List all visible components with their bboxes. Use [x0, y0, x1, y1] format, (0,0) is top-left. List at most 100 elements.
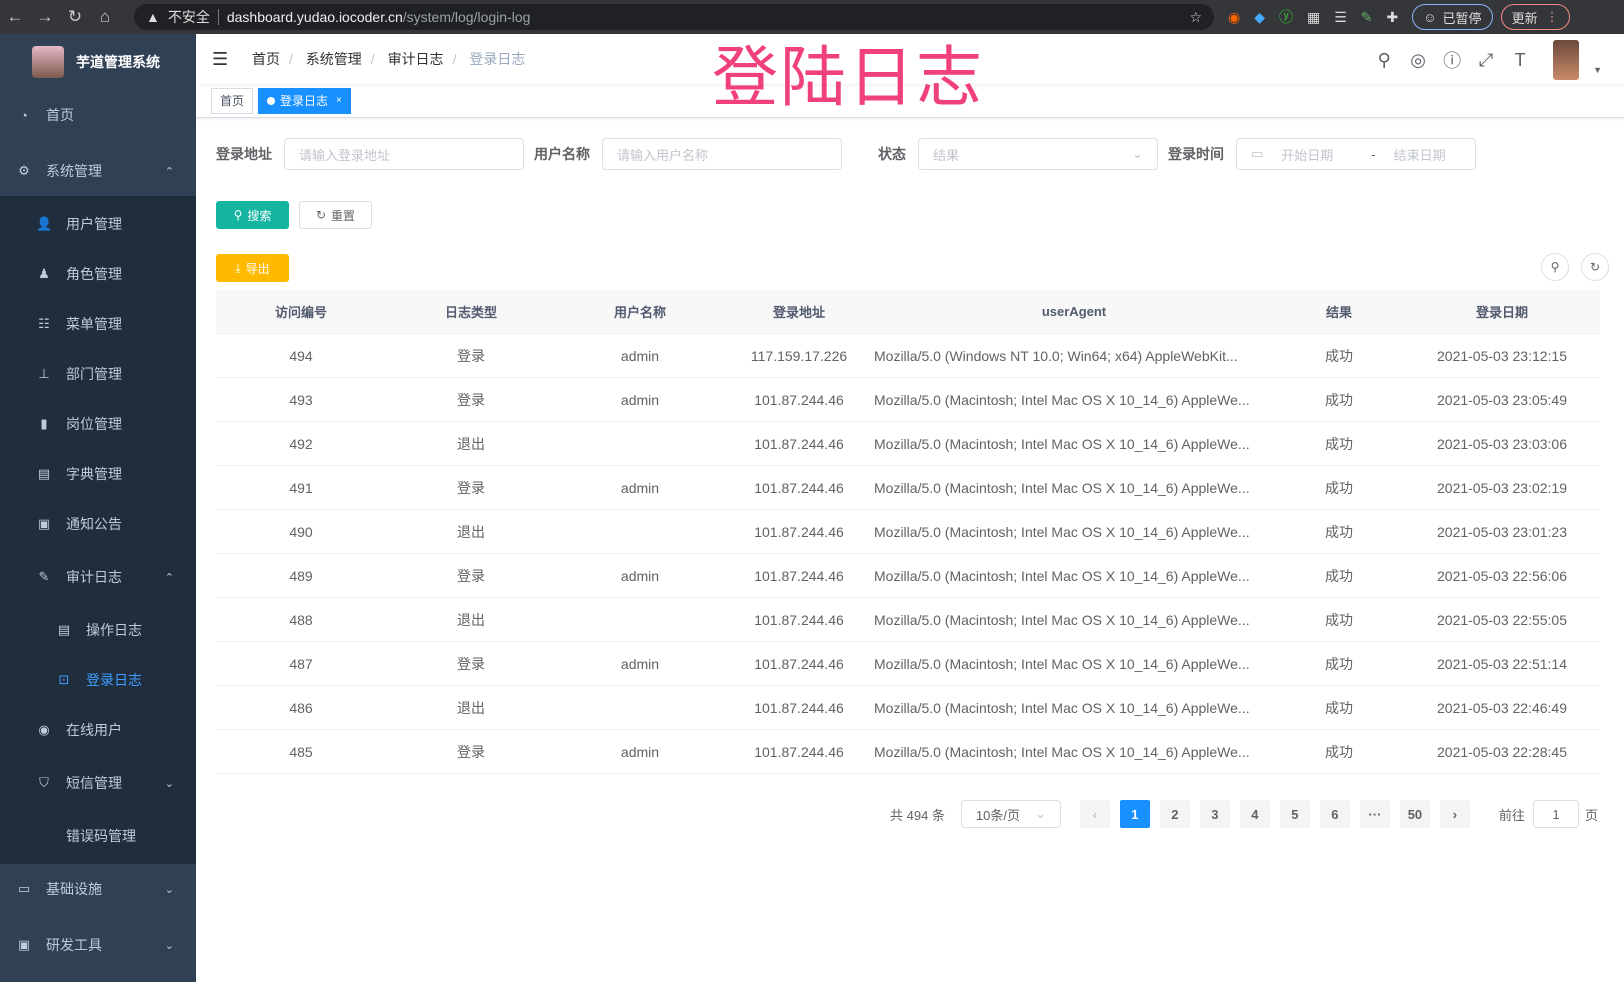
forward-icon[interactable]: →	[36, 7, 54, 26]
tag-home[interactable]: 首页	[211, 87, 254, 114]
url-path: /system/log/login-log	[402, 9, 531, 25]
breadcrumb-item[interactable]: 系统管理	[305, 51, 362, 67]
page-button[interactable]: 2	[1159, 800, 1190, 828]
table-row[interactable]: 490 退出 101.87.244.46 Mozilla/5.0 (Macintosh…	[216, 510, 1600, 554]
extension-icon[interactable]: ◉	[1228, 8, 1241, 25]
sidebar-item[interactable]: ⛉ 短信管理 ⌄	[0, 758, 196, 808]
login-addr-input[interactable]: 请输入登录地址	[284, 138, 524, 170]
page-button[interactable]: 4	[1239, 800, 1270, 828]
sidebar-item[interactable]: ◔ 首页	[0, 90, 196, 140]
sidebar-item[interactable]: ✎ 审计日志 ⌃	[0, 552, 196, 602]
extension-icon[interactable]: ✎	[1360, 8, 1373, 25]
column-header[interactable]: 结果	[1325, 305, 1352, 320]
page-button[interactable]: 3	[1199, 800, 1230, 828]
avatar[interactable]	[1553, 40, 1580, 80]
sidebar-item[interactable]: 👤 用户管理	[0, 199, 196, 249]
breadcrumb-item[interactable]: 首页	[252, 51, 280, 67]
table-cell: 2021-05-03 23:12:15	[1437, 347, 1567, 364]
sidebar-item[interactable]: ▭ 基础设施 ⌄	[0, 864, 196, 914]
search-button[interactable]: ⚲ 搜索	[216, 201, 289, 229]
sidebar-item[interactable]: 错误码管理	[0, 811, 196, 861]
sidebar-item[interactable]: ▤ 操作日志	[0, 605, 196, 655]
update-button[interactable]: 更新 ⋮	[1500, 4, 1570, 30]
page-button[interactable]: 50	[1399, 800, 1430, 828]
sidebar-item[interactable]: ▮ 岗位管理	[0, 399, 196, 449]
reload-icon[interactable]: ↻	[67, 7, 83, 26]
toggle-search-button[interactable]: ⚲	[1541, 253, 1569, 281]
sidebar-item-label: 研发工具	[46, 937, 102, 953]
sidebar-item[interactable]: ♟ 角色管理	[0, 249, 196, 299]
sidebar-item-label: 短信管理	[66, 775, 122, 791]
column-header[interactable]: 访问编号	[274, 305, 327, 320]
goto-page-input[interactable]: 1	[1532, 800, 1579, 828]
page-button[interactable]: ···	[1359, 800, 1390, 828]
sidebar-item[interactable]: ▣ 通知公告	[0, 499, 196, 549]
table-row[interactable]: 494 登录 admin 117.159.17.226 Mozilla/5.0 (Win…	[216, 334, 1600, 378]
table-cell: 101.87.244.46	[754, 523, 844, 540]
column-header[interactable]: 日志类型	[444, 305, 497, 320]
fullscreen-icon[interactable]: ⤢	[1478, 49, 1494, 70]
prev-page-button[interactable]: ‹	[1079, 800, 1110, 828]
puzzle-icon[interactable]: ✚	[1386, 8, 1399, 25]
breadcrumb-item[interactable]: 审计日志	[387, 51, 444, 67]
column-header[interactable]: 登录日期	[1475, 305, 1528, 320]
sidebar-logo[interactable]: 芋道管理系统	[0, 34, 196, 90]
paused-label: 已暂停	[1442, 10, 1482, 26]
page-size-select[interactable]: 10条/页 ⌄	[960, 800, 1061, 828]
github-icon[interactable]: ◎	[1410, 49, 1426, 70]
table-row[interactable]: 486 退出 101.87.244.46 Mozilla/5.0 (Macintosh…	[216, 686, 1600, 730]
table-row[interactable]: 485 登录 admin 101.87.244.46 Mozilla/5.0 (Maci…	[216, 730, 1600, 774]
export-button[interactable]: ⤓ 导出	[216, 254, 289, 282]
table-row[interactable]: 493 登录 admin 101.87.244.46 Mozilla/5.0 (Maci…	[216, 378, 1600, 422]
table-cell: 2021-05-03 22:56:06	[1437, 567, 1567, 584]
date-range-picker[interactable]: ▭ 开始日期 - 结束日期	[1236, 138, 1476, 170]
url-host: dashboard.yudao.iocoder.cn	[226, 9, 403, 25]
sidebar-item[interactable]: ◉ 在线用户	[0, 705, 196, 755]
close-icon[interactable]: ×	[336, 95, 342, 106]
refresh-button[interactable]: ↻	[1581, 253, 1609, 281]
refresh-icon: ↻	[315, 208, 327, 222]
table-row[interactable]: 488 退出 101.87.244.46 Mozilla/5.0 (Macintosh…	[216, 598, 1600, 642]
table-cell: 491	[289, 479, 313, 496]
table-cell: 成功	[1325, 391, 1353, 408]
hamburger-icon[interactable]: ☰	[212, 48, 229, 69]
sidebar-item[interactable]: ⚙ 系统管理 ⌃	[0, 146, 196, 196]
reset-button[interactable]: ↻ 重置	[299, 201, 372, 229]
username-input[interactable]: 请输入用户名称	[602, 138, 842, 170]
page-button[interactable]: 1	[1119, 800, 1150, 828]
font-size-icon[interactable]: T	[1514, 49, 1526, 70]
status-select[interactable]: 结果 ⌄	[918, 138, 1158, 170]
sidebar-item[interactable]: ⊥ 部门管理	[0, 349, 196, 399]
sidebar-item[interactable]: ⊡ 登录日志	[0, 655, 196, 705]
sidebar-item[interactable]: ▣ 研发工具 ⌄	[0, 920, 196, 970]
home-icon[interactable]: ⌂	[99, 7, 111, 26]
sidebar-item[interactable]: ☷ 菜单管理	[0, 299, 196, 349]
caret-down-icon[interactable]: ▼	[1593, 65, 1602, 75]
table-row[interactable]: 491 登录 admin 101.87.244.46 Mozilla/5.0 (Maci…	[216, 466, 1600, 510]
bookmark-star-icon[interactable]: ☆	[1189, 8, 1202, 25]
table-row[interactable]: 487 登录 admin 101.87.244.46 Mozilla/5.0 (Maci…	[216, 642, 1600, 686]
tag-login-log[interactable]: 登录日志 ×	[258, 87, 351, 114]
column-header[interactable]: 登录地址	[772, 305, 825, 320]
page-button[interactable]: 6	[1319, 800, 1350, 828]
address-bar[interactable]: ▲ 不安全 dashboard.yudao.iocoder.cn/system/…	[134, 4, 1214, 30]
table-cell: 2021-05-03 23:02:19	[1437, 479, 1567, 496]
main: ☰ 首页 / 系统管理 / 审计日志 / 登录日志 登陆日志 ⚲ ◎ ⓘ ⤢ T ▼ …	[196, 34, 1624, 982]
help-icon[interactable]: ⓘ	[1443, 51, 1462, 71]
table-row[interactable]: 492 退出 101.87.244.46 Mozilla/5.0 (Macintosh…	[216, 422, 1600, 466]
extension-icon[interactable]: ◆	[1254, 8, 1265, 25]
extension-icon[interactable]: ⓨ	[1279, 9, 1293, 25]
sidebar-item[interactable]: ▤ 字典管理	[0, 449, 196, 499]
column-header[interactable]: userAgent	[1041, 304, 1107, 319]
extension-icon[interactable]: ☰	[1334, 8, 1347, 25]
page-button[interactable]: 5	[1279, 800, 1310, 828]
table-cell: 退出	[457, 435, 485, 452]
next-page-button[interactable]: ›	[1439, 800, 1470, 828]
extension-icon[interactable]: ▦	[1307, 8, 1321, 25]
profile-button[interactable]: ☺ 已暂停	[1412, 4, 1493, 30]
search-icon[interactable]: ⚲	[1377, 49, 1391, 70]
back-icon[interactable]: ←	[6, 7, 24, 26]
table-row[interactable]: 489 登录 admin 101.87.244.46 Mozilla/5.0 (Maci…	[216, 554, 1600, 598]
column-header[interactable]: 用户名称	[613, 305, 666, 320]
overlay-title: 登陆日志	[712, 39, 984, 116]
